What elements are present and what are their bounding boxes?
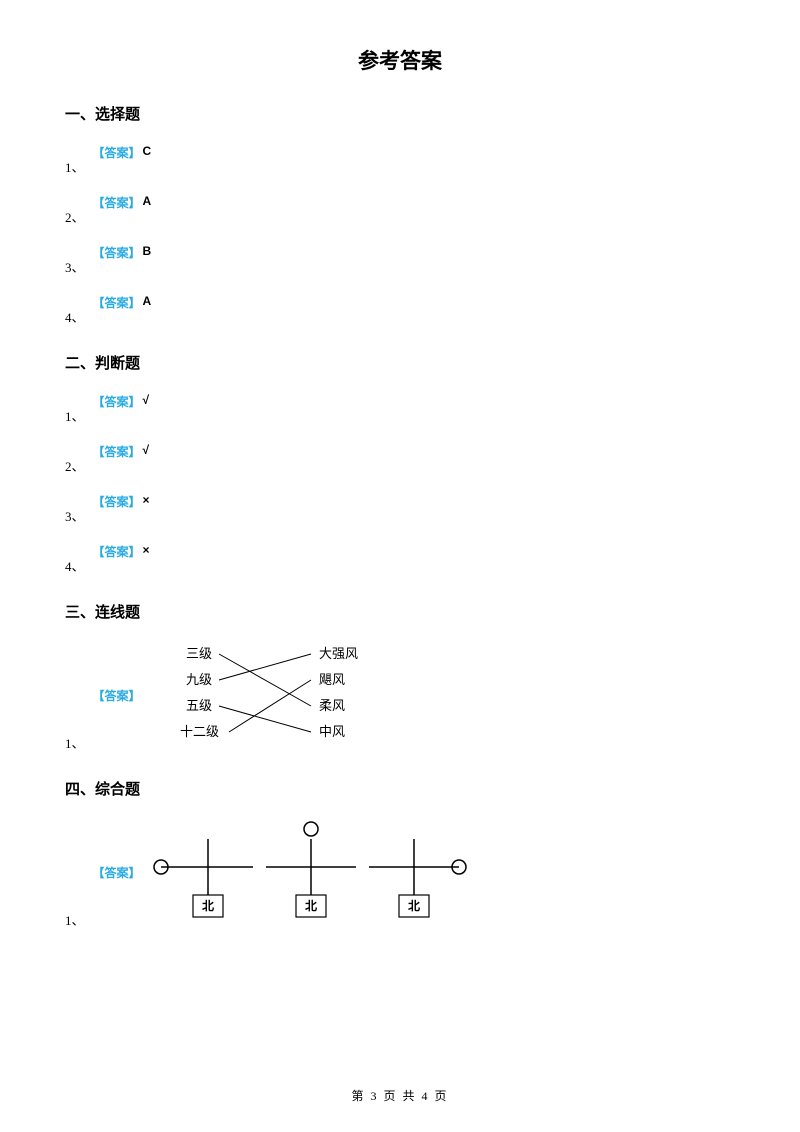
answer-label: 【答案】 bbox=[93, 144, 141, 161]
answer-label: 【答案】 bbox=[93, 244, 141, 261]
section-3-heading: 三、连线题 bbox=[65, 601, 735, 622]
s2-item-3: 3、 【答案】 × bbox=[65, 491, 735, 523]
answer-value: × bbox=[143, 493, 150, 507]
answer-value: C bbox=[143, 144, 152, 158]
item-number: 4、 bbox=[65, 311, 85, 324]
item-number: 2、 bbox=[65, 211, 85, 224]
answer-value: √ bbox=[143, 443, 150, 457]
s1-item-2: 2、 【答案】 A bbox=[65, 192, 735, 224]
svg-text:北: 北 bbox=[408, 898, 420, 913]
svg-text:飓风: 飓风 bbox=[319, 672, 345, 687]
svg-text:北: 北 bbox=[305, 898, 317, 913]
item-number: 3、 bbox=[65, 261, 85, 274]
svg-text:大强风: 大强风 bbox=[319, 646, 358, 661]
answer-value: B bbox=[143, 244, 152, 258]
svg-text:九级: 九级 bbox=[186, 672, 212, 687]
answer-value: A bbox=[143, 294, 152, 308]
matching-diagram: 三级九级五级十二级 大强风飓风柔风中风 bbox=[151, 640, 391, 750]
item-number: 1、 bbox=[65, 410, 85, 423]
answer-label: 【答案】 bbox=[93, 194, 141, 211]
answer-label: 【答案】 bbox=[93, 864, 141, 881]
answer-label: 【答案】 bbox=[93, 443, 141, 460]
item-number: 2、 bbox=[65, 460, 85, 473]
s3-item-1: 1、 【答案】 三级九级五级十二级 大强风飓风柔风中风 bbox=[65, 640, 735, 750]
svg-text:三级: 三级 bbox=[186, 646, 212, 661]
item-number: 1、 bbox=[65, 914, 85, 927]
answer-value: A bbox=[143, 194, 152, 208]
s2-item-2: 2、 【答案】 √ bbox=[65, 441, 735, 473]
item-number: 1、 bbox=[65, 737, 85, 750]
s1-item-3: 3、 【答案】 B bbox=[65, 242, 735, 274]
item-number: 1、 bbox=[65, 161, 85, 174]
answer-label: 【答案】 bbox=[93, 294, 141, 311]
item-number: 4、 bbox=[65, 560, 85, 573]
item-number: 3、 bbox=[65, 510, 85, 523]
content-area: 一、选择题 1、 【答案】 C 2、 【答案】 A 3、 【答案】 B 4、 【… bbox=[0, 103, 800, 927]
svg-text:五级: 五级 bbox=[186, 698, 212, 713]
answer-label: 【答案】 bbox=[93, 393, 141, 410]
svg-text:中风: 中风 bbox=[319, 724, 345, 739]
answer-value: √ bbox=[143, 393, 150, 407]
s4-item-1: 1、 【答案】 北 北 北 bbox=[65, 817, 735, 927]
s1-item-1: 1、 【答案】 C bbox=[65, 142, 735, 174]
section-2-heading: 二、判断题 bbox=[65, 352, 735, 373]
answer-label: 【答案】 bbox=[93, 543, 141, 560]
s2-item-4: 4、 【答案】 × bbox=[65, 541, 735, 573]
section-1-heading: 一、选择题 bbox=[65, 103, 735, 124]
answer-label: 【答案】 bbox=[93, 493, 141, 510]
svg-text:北: 北 bbox=[202, 898, 214, 913]
s1-item-4: 4、 【答案】 A bbox=[65, 292, 735, 324]
page-title: 参考答案 bbox=[0, 0, 800, 75]
page-footer: 第 3 页 共 4 页 bbox=[0, 1087, 800, 1104]
answer-value: × bbox=[143, 543, 150, 557]
svg-text:十二级: 十二级 bbox=[180, 724, 219, 739]
section-4-heading: 四、综合题 bbox=[65, 778, 735, 799]
answer-label: 【答案】 bbox=[93, 687, 141, 704]
wind-direction-diagram: 北北北 bbox=[151, 817, 471, 927]
s2-item-1: 1、 【答案】 √ bbox=[65, 391, 735, 423]
svg-text:柔风: 柔风 bbox=[319, 698, 345, 713]
